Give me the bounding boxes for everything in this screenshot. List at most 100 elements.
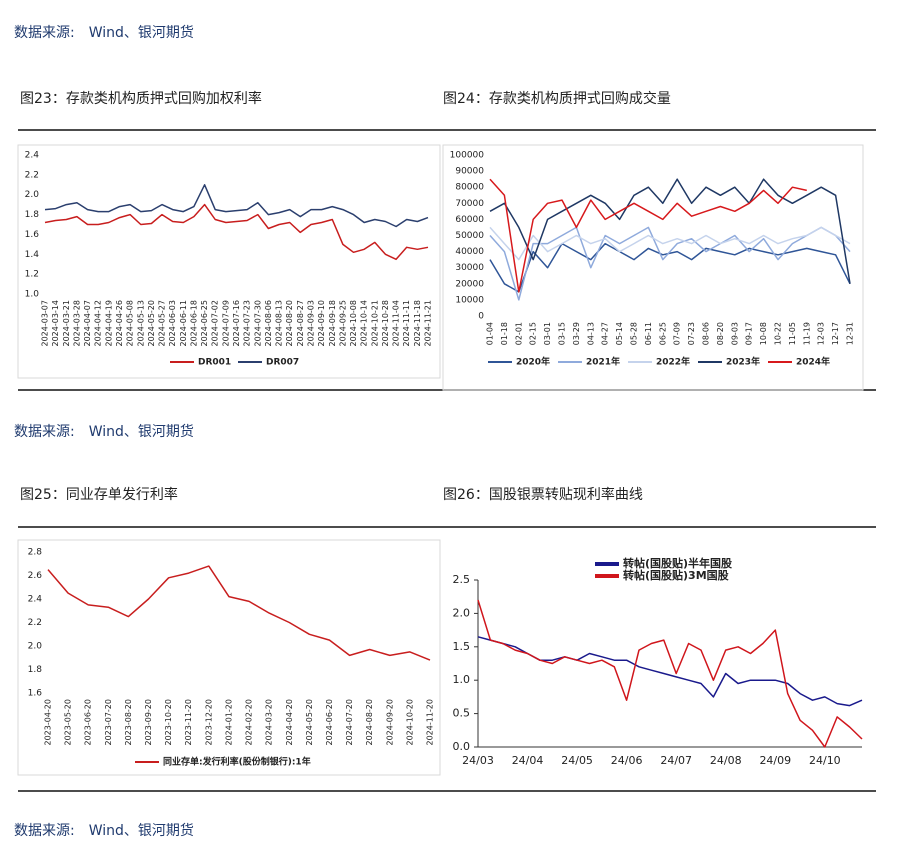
x-tick-label: 2024-07-09 bbox=[221, 300, 230, 347]
figure-title: 图25：同业存单发行利率 bbox=[20, 486, 178, 503]
x-tick-label: 2023-04-20 bbox=[44, 699, 53, 746]
legend-label: 转帖(国股贴)半年国股 bbox=[623, 556, 733, 570]
y-tick-label: 2.5 bbox=[453, 573, 471, 586]
x-tick-label: 12-17 bbox=[831, 322, 840, 345]
y-tick-label: 20000 bbox=[455, 279, 484, 289]
y-tick-label: 1.0 bbox=[453, 673, 471, 686]
y-tick-label: 1.8 bbox=[25, 210, 40, 220]
x-tick-label: 07-09 bbox=[673, 322, 682, 345]
x-tick-label: 2024-06-03 bbox=[168, 300, 177, 347]
x-tick-label: 03-01 bbox=[543, 322, 552, 345]
series-line bbox=[489, 178, 807, 293]
x-tick-label: 2024-08-13 bbox=[275, 300, 284, 347]
series-line bbox=[489, 178, 851, 284]
x-tick-label: 11-19 bbox=[802, 322, 811, 345]
y-tick-label: 0.0 bbox=[453, 740, 471, 753]
y-tick-label: 1.2 bbox=[25, 270, 39, 280]
x-tick-label: 2024-11-11 bbox=[402, 300, 411, 347]
y-tick-label: 30000 bbox=[455, 263, 484, 273]
y-tick-label: 100000 bbox=[450, 151, 485, 161]
legend-label: 2024年 bbox=[796, 356, 830, 368]
series-line bbox=[47, 565, 431, 661]
x-tick-label: 2024-09-10 bbox=[317, 300, 326, 347]
x-tick-label: 2024-07-20 bbox=[345, 699, 354, 746]
x-tick-label: 12-03 bbox=[817, 322, 826, 345]
x-tick-label: 2024-06-20 bbox=[325, 699, 334, 746]
x-tick-label: 2023-11-20 bbox=[184, 699, 193, 746]
y-tick-label: 2.0 bbox=[25, 190, 40, 200]
x-tick-label: 2024-06-18 bbox=[189, 300, 198, 347]
legend-label: 同业存单:发行利率(股份制银行):1年 bbox=[163, 756, 311, 768]
x-tick-label: 2024-04-20 bbox=[285, 699, 294, 746]
x-tick-label: 2024-10-21 bbox=[370, 300, 379, 347]
x-tick-label: 09-03 bbox=[730, 322, 739, 345]
y-tick-label: 2.2 bbox=[25, 170, 39, 180]
x-tick-label: 2024-09-18 bbox=[328, 300, 337, 347]
source-note: 数据来源: Wind、银河期货 bbox=[14, 423, 194, 440]
x-tick-label: 2024-08-20 bbox=[285, 300, 294, 347]
y-tick-label: 2.0 bbox=[453, 606, 471, 619]
legend-label: 2023年 bbox=[726, 356, 760, 368]
x-tick-label: 2024-03-21 bbox=[62, 300, 71, 347]
x-tick-label: 2024-08-06 bbox=[264, 300, 273, 347]
x-tick-label: 2024-11-21 bbox=[424, 300, 433, 347]
y-tick-label: 90000 bbox=[455, 167, 484, 177]
x-tick-label: 11-05 bbox=[788, 322, 797, 345]
x-tick-label: 2023-07-20 bbox=[104, 699, 113, 746]
x-tick-label: 2024-04-12 bbox=[94, 300, 103, 347]
x-tick-label: 2023-12-20 bbox=[204, 699, 213, 746]
x-tick-label: 2024-08-20 bbox=[365, 699, 374, 746]
x-tick-label: 2024-10-14 bbox=[360, 300, 369, 347]
y-tick-label: 70000 bbox=[455, 199, 484, 209]
chart-frame bbox=[17, 144, 441, 379]
y-tick-label: 80000 bbox=[455, 183, 484, 193]
series-line bbox=[489, 226, 851, 261]
x-tick-label: 01-18 bbox=[500, 322, 509, 345]
figure-title: 图24：存款类机构质押式回购成交量 bbox=[443, 90, 671, 107]
legend-label: 2020年 bbox=[516, 356, 550, 368]
series-line bbox=[44, 184, 429, 228]
x-tick-label: 04-13 bbox=[586, 322, 595, 345]
x-tick-label: 2024-07-30 bbox=[253, 300, 262, 347]
y-tick-label: 10000 bbox=[455, 295, 484, 305]
x-tick-label: 2024-02-20 bbox=[245, 699, 254, 746]
y-tick-label: 2.2 bbox=[28, 618, 42, 628]
chart-frame bbox=[17, 539, 441, 776]
x-tick-label: 2024-07-02 bbox=[211, 300, 220, 347]
x-tick-label: 2024-10-08 bbox=[349, 300, 358, 347]
legend-label: DR007 bbox=[266, 358, 299, 368]
figure-title: 图26：国股银票转贴现利率曲线 bbox=[443, 486, 643, 503]
y-tick-label: 2.8 bbox=[28, 548, 43, 558]
x-tick-label: 02-01 bbox=[514, 322, 523, 345]
x-tick-label: 2024-10-20 bbox=[405, 699, 414, 746]
y-tick-label: 1.5 bbox=[453, 640, 471, 653]
x-tick-label: 2024-11-18 bbox=[413, 300, 422, 347]
x-tick-label: 05-28 bbox=[630, 322, 639, 345]
x-tick-label: 24/09 bbox=[759, 754, 791, 767]
x-tick-label: 2024-07-16 bbox=[232, 300, 241, 347]
y-tick-label: 40000 bbox=[455, 247, 484, 257]
x-tick-label: 2024-09-20 bbox=[385, 699, 394, 746]
y-tick-label: 0 bbox=[478, 312, 484, 322]
x-tick-label: 2024-04-26 bbox=[115, 300, 124, 347]
x-tick-label: 2023-08-20 bbox=[124, 699, 133, 746]
y-tick-label: 50000 bbox=[455, 231, 484, 241]
x-tick-label: 2024-03-28 bbox=[72, 300, 81, 347]
y-tick-label: 1.0 bbox=[25, 290, 40, 300]
x-tick-label: 2023-10-20 bbox=[164, 699, 173, 746]
x-tick-label: 2024-06-25 bbox=[200, 300, 209, 347]
x-tick-label: 03-15 bbox=[558, 322, 567, 345]
x-tick-label: 2024-05-08 bbox=[126, 300, 135, 347]
x-tick-label: 24/08 bbox=[710, 754, 742, 767]
y-tick-label: 2.0 bbox=[28, 642, 43, 652]
x-tick-label: 24/06 bbox=[611, 754, 643, 767]
x-tick-label: 12-31 bbox=[846, 322, 855, 345]
x-tick-label: 2024-06-11 bbox=[179, 300, 188, 347]
x-tick-label: 2023-06-20 bbox=[84, 699, 93, 746]
x-tick-label: 2024-08-27 bbox=[296, 300, 305, 347]
series-line bbox=[477, 636, 863, 707]
x-tick-label: 07-23 bbox=[687, 322, 696, 345]
x-tick-label: 2024-09-25 bbox=[338, 300, 347, 347]
series-line bbox=[489, 226, 851, 301]
x-tick-label: 2024-09-03 bbox=[306, 300, 315, 347]
